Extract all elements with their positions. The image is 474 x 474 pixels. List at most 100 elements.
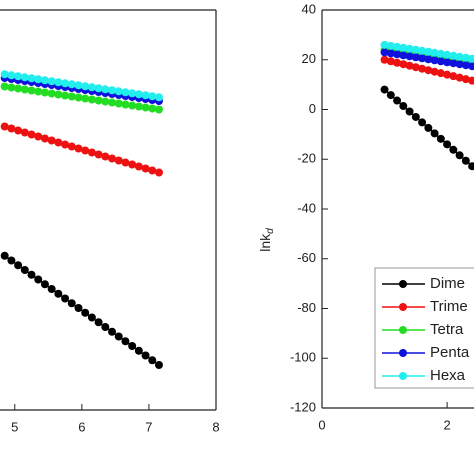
legend-marker [399, 303, 407, 311]
data-point [418, 54, 427, 63]
data-point [148, 166, 157, 175]
data-point [399, 60, 408, 69]
data-point [430, 67, 439, 76]
data-point [27, 130, 36, 139]
data-point [134, 346, 143, 355]
legend-marker [399, 326, 407, 334]
plot-area [0, 70, 163, 369]
data-point [87, 95, 96, 104]
data-point [108, 86, 117, 95]
data-point [443, 70, 452, 79]
data-point [87, 148, 96, 157]
data-point [34, 132, 43, 141]
data-point [114, 332, 123, 341]
data-point [461, 156, 470, 165]
y-axis-label-main: lnk [257, 233, 273, 252]
data-point [81, 94, 90, 103]
data-point [20, 266, 29, 274]
data-point [424, 123, 433, 132]
x-tick-label: 0 [318, 417, 325, 432]
data-point [108, 154, 117, 163]
data-point [411, 45, 420, 54]
y-tick-label: -20 [297, 151, 316, 166]
data-point [20, 73, 29, 82]
data-point [54, 138, 63, 147]
data-point [101, 85, 110, 94]
data-point [114, 156, 123, 165]
data-point [101, 97, 110, 106]
data-point [61, 140, 70, 149]
data-point [47, 77, 56, 86]
data-point [393, 96, 402, 105]
y-tick-label: 0 [309, 101, 316, 116]
data-point [81, 308, 90, 317]
data-point [399, 102, 408, 111]
data-point [114, 87, 123, 96]
data-point [380, 85, 389, 94]
data-point [61, 79, 70, 88]
data-point [27, 270, 36, 279]
data-point [154, 105, 163, 114]
data-point [386, 91, 395, 100]
data-point [14, 126, 23, 135]
data-point [134, 162, 143, 171]
data-point [121, 337, 130, 346]
data-point [128, 342, 137, 350]
data-point [380, 55, 389, 64]
y-tick-label: -120 [290, 399, 316, 414]
data-point [443, 140, 452, 149]
data-point [380, 40, 389, 49]
data-point [81, 82, 90, 91]
data-point [27, 86, 36, 95]
data-point [418, 118, 427, 127]
data-point [449, 72, 458, 81]
data-point [7, 83, 16, 92]
y-tick-label: -100 [290, 350, 316, 365]
y-axis-label-sub: d [265, 228, 276, 234]
data-point [67, 92, 76, 101]
data-point [393, 58, 402, 67]
legend-label: Hexa [430, 367, 466, 384]
data-point [411, 53, 420, 62]
data-point [40, 76, 49, 85]
data-point [411, 63, 420, 72]
data-point [14, 261, 23, 270]
x-tick-label: 8 [212, 419, 219, 434]
data-point [54, 78, 63, 87]
data-point [468, 54, 474, 63]
y-tick-label: 40 [302, 1, 316, 16]
data-point [74, 81, 83, 90]
data-point [461, 61, 470, 70]
legend-box [374, 267, 474, 389]
data-point [141, 103, 150, 112]
data-point [455, 151, 464, 160]
data-point [121, 88, 130, 97]
data-point [67, 299, 76, 308]
data-point [40, 280, 49, 289]
data-point [399, 43, 408, 52]
data-point [108, 327, 117, 336]
data-point [54, 90, 63, 99]
x-tick-label: 5 [11, 419, 18, 434]
x-tick-label: 2 [443, 417, 450, 432]
data-point [148, 104, 157, 113]
data-point [386, 57, 395, 66]
legend-label: Tetra [430, 321, 464, 338]
data-point [14, 84, 23, 93]
data-point [393, 42, 402, 51]
data-point [94, 318, 103, 327]
legend-label: Dime [430, 275, 465, 292]
data-point [94, 84, 103, 93]
data-point [7, 256, 16, 265]
data-point [61, 294, 70, 303]
legend-marker [399, 349, 407, 357]
data-point [0, 251, 9, 260]
data-point [54, 289, 63, 298]
data-point [424, 55, 433, 64]
data-point [399, 51, 408, 60]
data-point [101, 152, 110, 161]
data-point [47, 285, 56, 293]
data-point [67, 142, 76, 151]
data-point [461, 75, 470, 84]
